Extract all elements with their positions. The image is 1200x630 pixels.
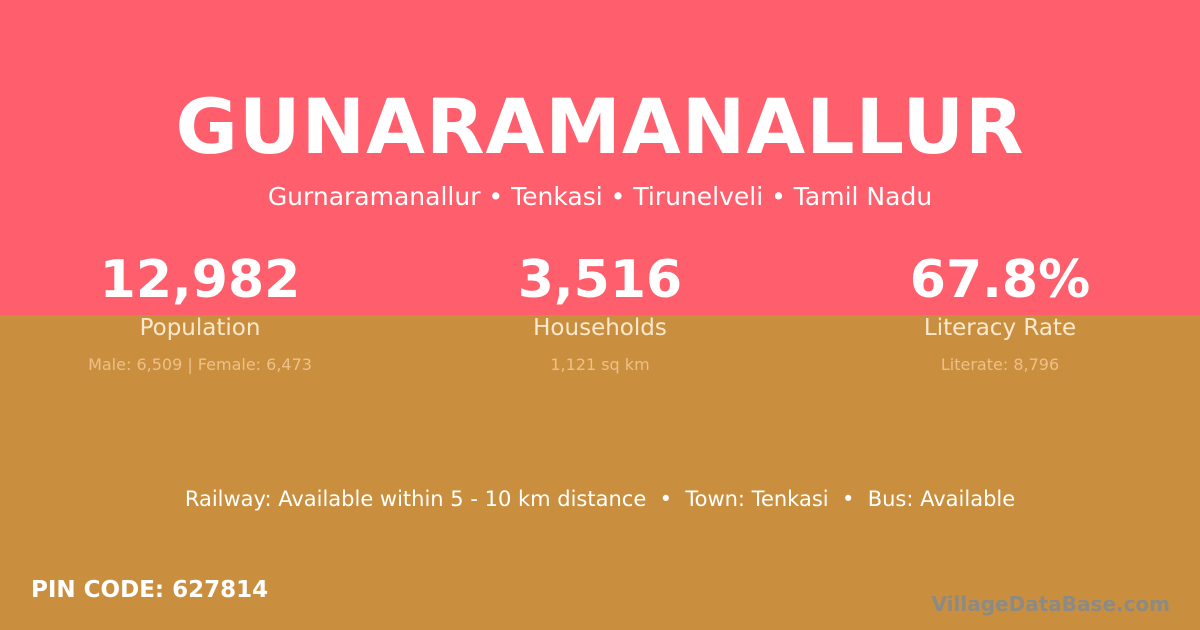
stat-detail: 1,121 sq km (550, 355, 650, 374)
brand-watermark: VillageDataBase.com (931, 592, 1170, 616)
stat-detail: Male: 6,509 | Female: 6,473 (88, 355, 312, 374)
connectivity-info: Railway: Available within 5 - 10 km dist… (184, 487, 1016, 511)
location-breadcrumb: Gurnaramanallur • Tenkasi • Tirunelveli … (267, 182, 933, 211)
stat-value: 3,516 (517, 250, 683, 310)
stat-label: Literacy Rate (923, 315, 1077, 341)
stat-label: Population (139, 315, 261, 341)
footer-band (0, 315, 1200, 630)
pin-code: PIN CODE: 627814 (31, 577, 269, 603)
stat-label: Households (533, 315, 667, 341)
header-band (0, 0, 1200, 315)
stat-value: 12,982 (99, 250, 301, 310)
village-title: GUNARAMANALLUR (175, 82, 1025, 171)
stat-value: 67.8% (909, 250, 1091, 310)
stat-detail: Literate: 8,796 (940, 355, 1060, 374)
